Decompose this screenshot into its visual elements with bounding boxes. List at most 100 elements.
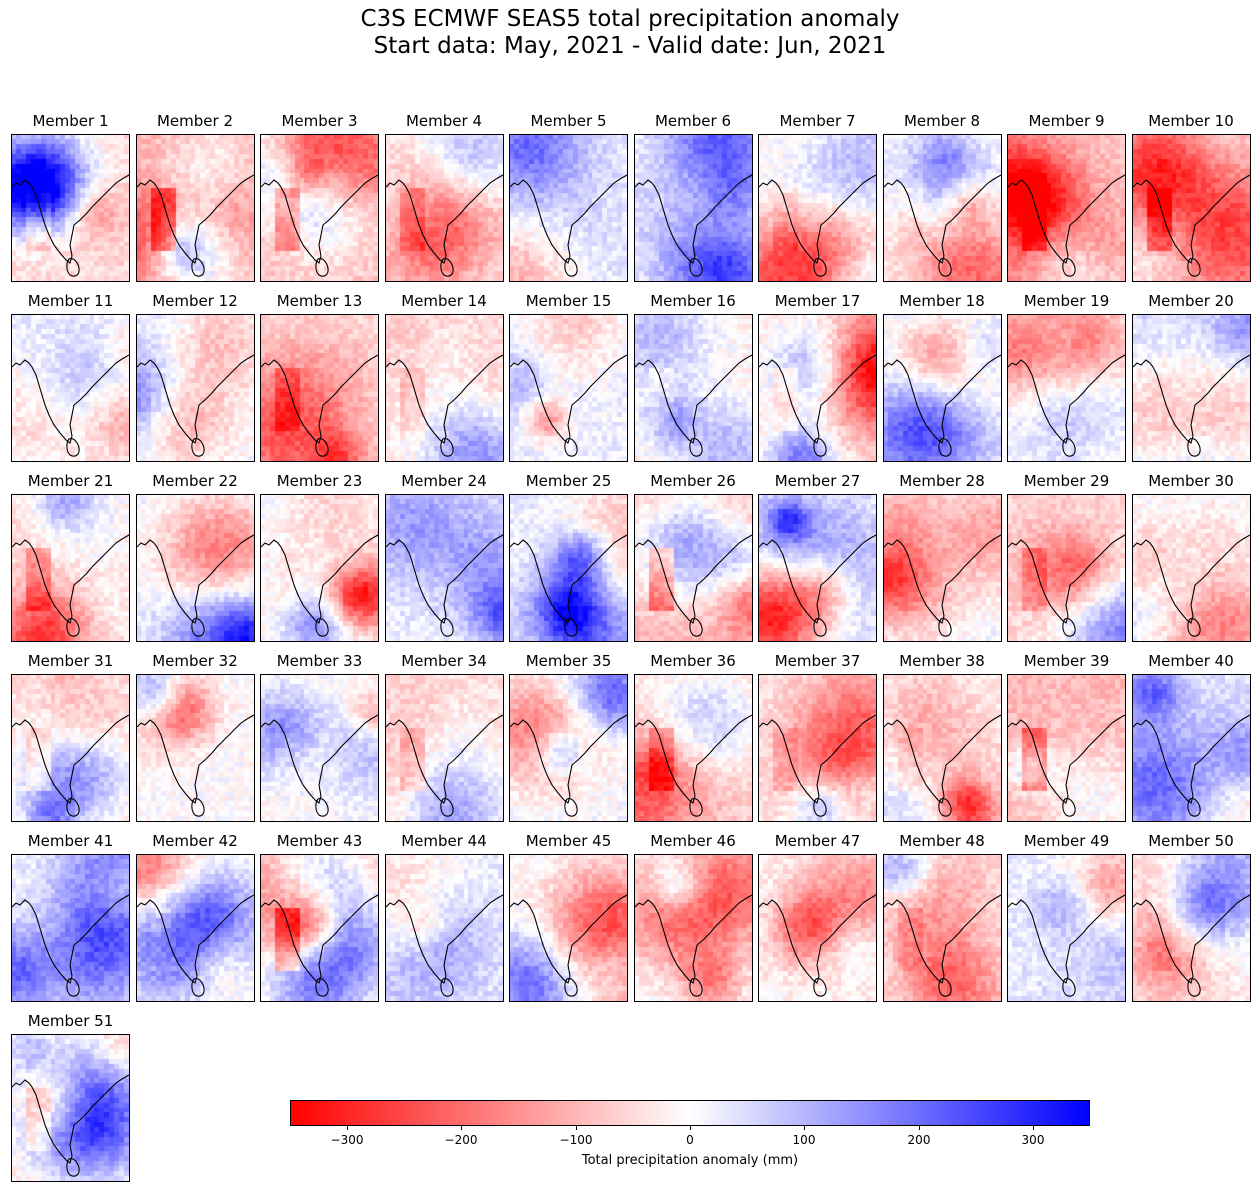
sri-lanka-coastline xyxy=(564,978,578,997)
coastline-overlay xyxy=(634,354,752,457)
sri-lanka-coastline xyxy=(1062,438,1076,457)
coastline-overlay xyxy=(136,894,254,997)
anomaly-heatmap-cells xyxy=(759,495,876,641)
member-panel: Member 42 xyxy=(135,832,255,1002)
coastline-overlay xyxy=(1008,534,1125,637)
coastline-overlay xyxy=(1132,894,1250,997)
india-coastline xyxy=(12,714,129,804)
india-coastline xyxy=(12,354,129,444)
member-panel: Member 45 xyxy=(509,832,628,1002)
member-panel: Member 14 xyxy=(384,292,504,462)
anomaly-heatmap-cells xyxy=(136,135,254,281)
anomaly-map xyxy=(633,854,753,1002)
member-panel-title: Member 51 xyxy=(27,1012,114,1030)
sri-lanka-coastline xyxy=(813,438,827,457)
member-panel: Member 5 xyxy=(509,112,628,282)
member-panel-title: Member 39 xyxy=(1023,652,1110,670)
colorbar-tick-label: 300 xyxy=(1021,1133,1045,1147)
member-panel: Member 46 xyxy=(633,832,753,1002)
coastline-overlay xyxy=(12,1074,129,1177)
member-panel-title: Member 11 xyxy=(27,292,114,310)
coastline-overlay xyxy=(12,894,129,997)
india-coastline xyxy=(261,534,378,624)
anomaly-heatmap-cells xyxy=(759,135,876,281)
anomaly-heatmap-cells xyxy=(261,675,378,821)
member-panel: Member 26 xyxy=(633,472,753,642)
india-coastline xyxy=(759,534,876,624)
member-panel: Member 3 xyxy=(260,112,379,282)
sri-lanka-coastline xyxy=(1062,618,1076,637)
sri-lanka-coastline xyxy=(439,618,454,637)
anomaly-map xyxy=(758,854,877,1002)
india-coastline xyxy=(883,894,1001,984)
anomaly-map xyxy=(509,854,628,1002)
coastline-overlay xyxy=(634,174,752,277)
sri-lanka-coastline xyxy=(315,438,329,457)
member-panel: Member 47 xyxy=(758,832,877,1002)
india-coastline xyxy=(261,174,378,264)
sri-lanka-coastline xyxy=(564,798,578,817)
member-panel: Member 9 xyxy=(1007,112,1126,282)
anomaly-map xyxy=(384,134,504,282)
anomaly-map xyxy=(384,674,504,822)
india-coastline xyxy=(385,894,503,984)
anomaly-map xyxy=(633,674,753,822)
anomaly-map xyxy=(758,494,877,642)
member-panel-title: Member 5 xyxy=(530,112,607,130)
sri-lanka-coastline xyxy=(66,798,80,817)
member-panel: Member 19 xyxy=(1007,292,1126,462)
sri-lanka-coastline xyxy=(66,978,80,997)
india-coastline xyxy=(634,894,752,984)
member-panel-title: Member 3 xyxy=(281,112,358,130)
coastline-overlay xyxy=(1132,714,1250,817)
coastline-overlay xyxy=(759,714,876,817)
member-panel: Member 31 xyxy=(11,652,130,822)
coastline-overlay xyxy=(261,714,378,817)
sri-lanka-coastline xyxy=(439,258,454,277)
anomaly-map xyxy=(11,314,130,462)
sri-lanka-coastline xyxy=(315,618,329,637)
member-panel: Member 13 xyxy=(260,292,379,462)
member-panel-title: Member 13 xyxy=(276,292,363,310)
india-coastline xyxy=(510,894,627,984)
india-coastline xyxy=(510,174,627,264)
sri-lanka-coastline xyxy=(813,978,827,997)
anomaly-heatmap-cells xyxy=(385,495,503,641)
sri-lanka-coastline xyxy=(1062,258,1076,277)
figure-title-line-2: Start data: May, 2021 - Valid date: Jun,… xyxy=(373,33,887,59)
anomaly-heatmap-cells xyxy=(12,1035,129,1181)
anomaly-map xyxy=(1131,674,1251,822)
anomaly-map xyxy=(11,854,130,1002)
member-panel: Member 48 xyxy=(882,832,1002,1002)
anomaly-map xyxy=(135,854,255,1002)
colorbar-tick-label: −100 xyxy=(559,1133,593,1147)
member-panel-title: Member 38 xyxy=(899,652,985,670)
sri-lanka-coastline xyxy=(1186,618,1201,637)
member-panel: Member 12 xyxy=(135,292,255,462)
india-coastline xyxy=(261,714,378,804)
colorbar-tick-mark xyxy=(461,1125,462,1130)
anomaly-heatmap-cells xyxy=(759,855,876,1001)
coastline-overlay xyxy=(1008,174,1125,277)
member-panel: Member 30 xyxy=(1131,472,1251,642)
member-panel-title: Member 25 xyxy=(525,472,612,490)
anomaly-heatmap-cells xyxy=(385,675,503,821)
india-coastline xyxy=(1008,714,1125,804)
sri-lanka-coastline xyxy=(190,258,205,277)
sri-lanka-coastline xyxy=(190,438,205,457)
member-panel-title: Member 31 xyxy=(27,652,114,670)
sri-lanka-coastline xyxy=(1062,798,1076,817)
sri-lanka-coastline xyxy=(813,798,827,817)
member-panel: Member 16 xyxy=(633,292,753,462)
member-panel: Member 50 xyxy=(1131,832,1251,1002)
colorbar-tick-mark xyxy=(1033,1125,1034,1130)
anomaly-map xyxy=(1007,674,1126,822)
anomaly-map xyxy=(633,494,753,642)
india-coastline xyxy=(1132,714,1250,804)
india-coastline xyxy=(634,174,752,264)
india-coastline xyxy=(1008,174,1125,264)
anomaly-heatmap-cells xyxy=(510,135,627,281)
anomaly-map xyxy=(758,314,877,462)
india-coastline xyxy=(759,714,876,804)
member-panel: Member 4 xyxy=(384,112,504,282)
